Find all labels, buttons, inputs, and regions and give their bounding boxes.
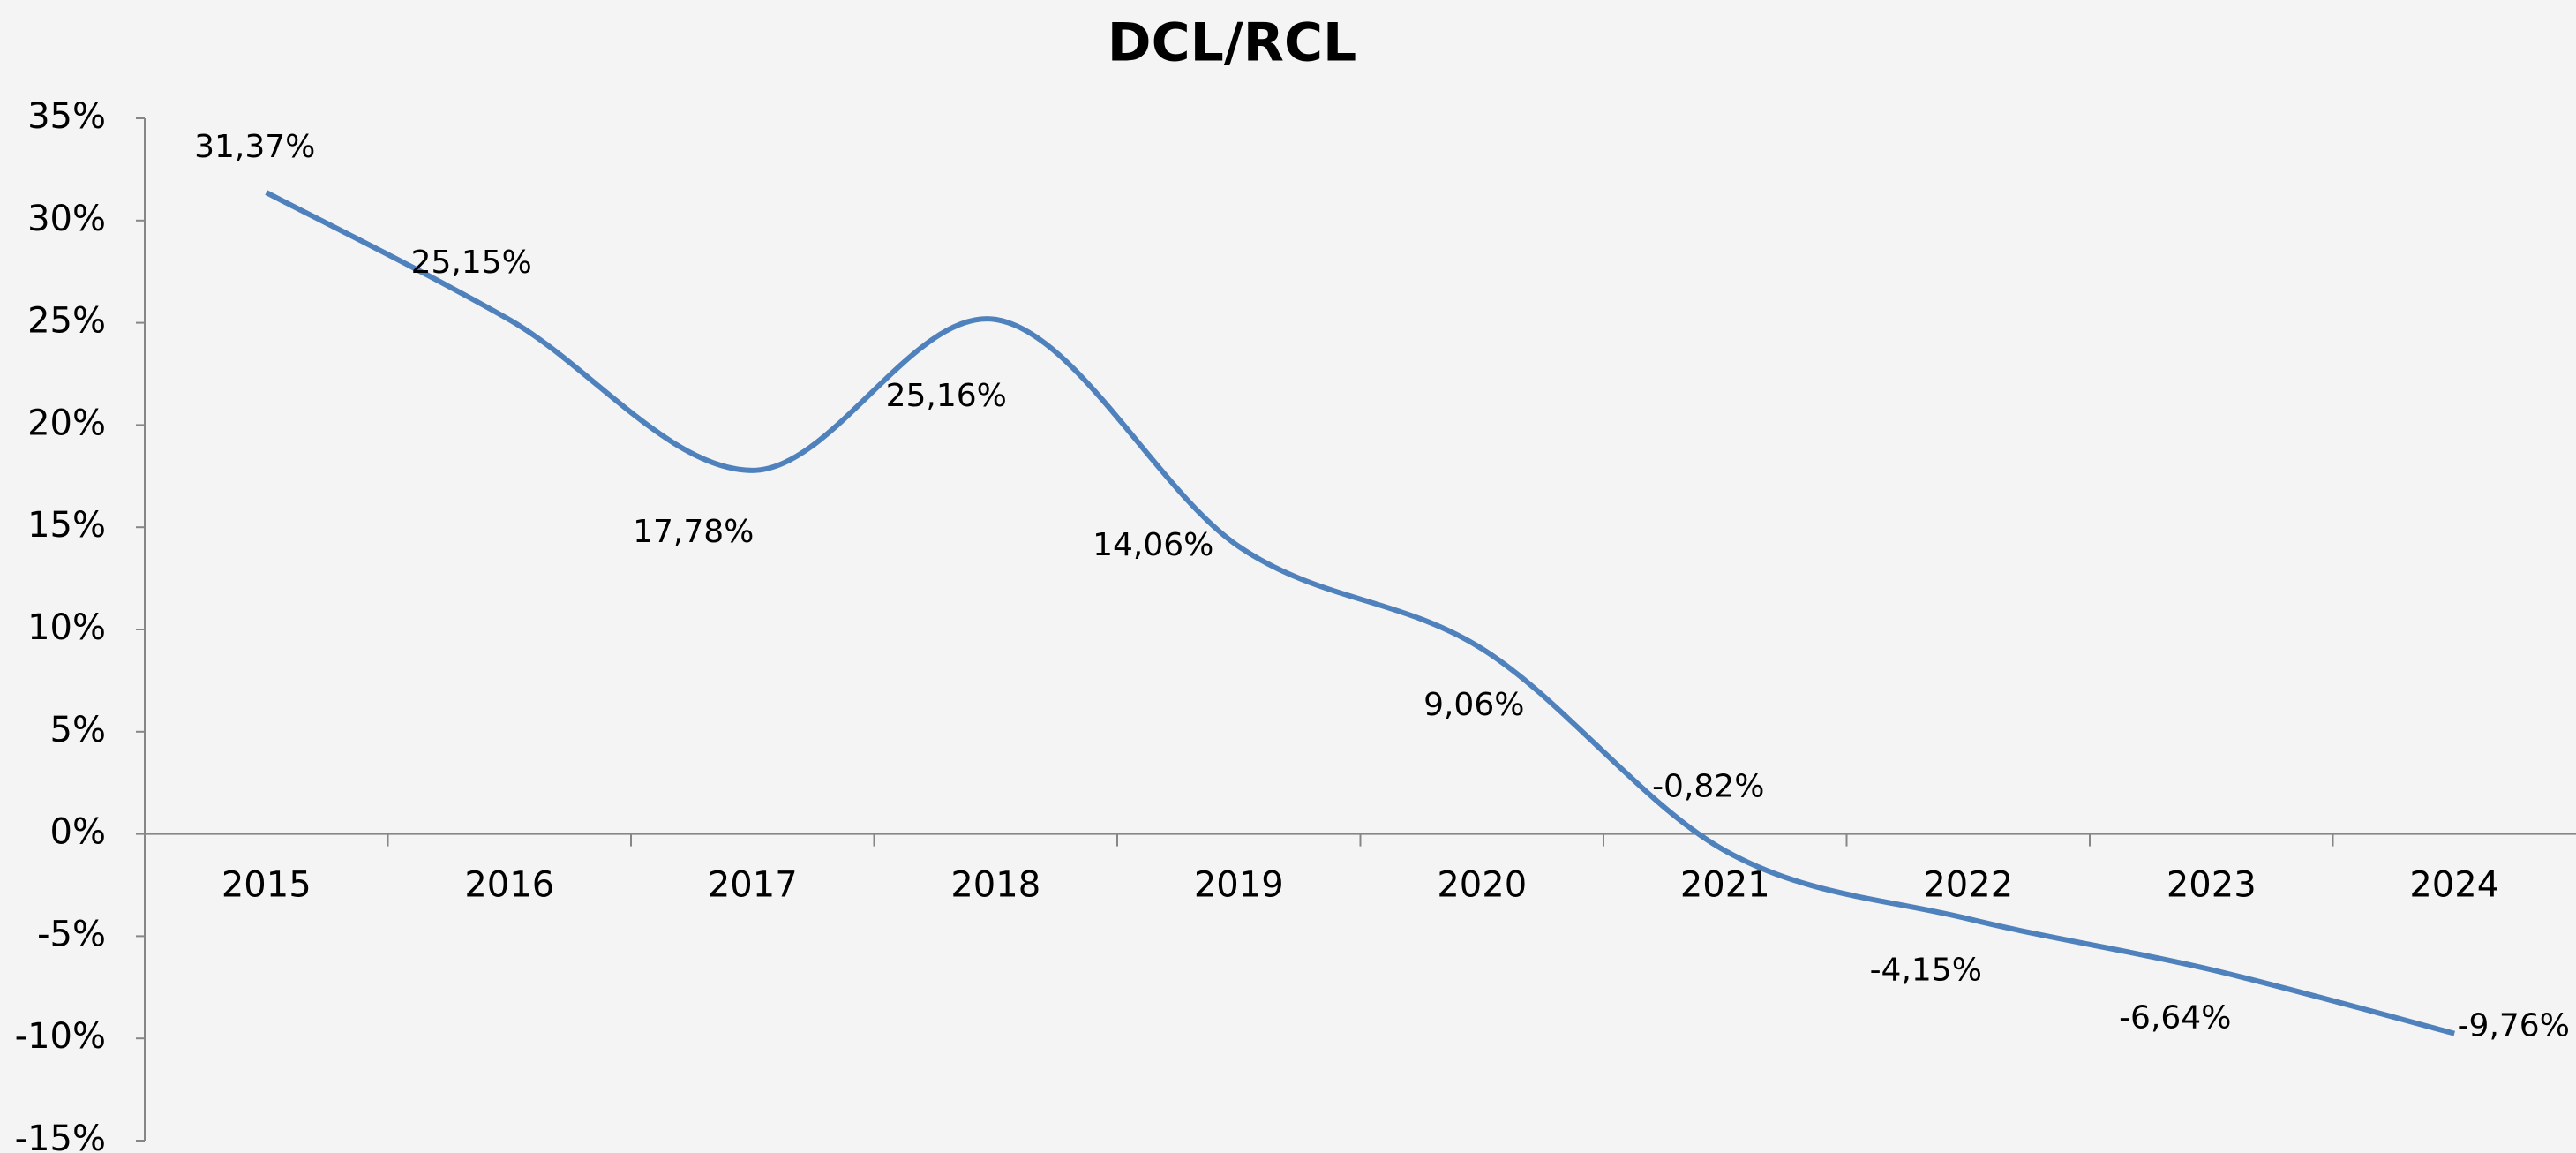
x-tick-label: 2021: [1680, 865, 1770, 906]
data-label: 31,37%: [194, 129, 315, 165]
x-tick-label: 2017: [708, 865, 798, 906]
y-tick-label: -15%: [15, 1119, 106, 1153]
y-tick-label: -10%: [15, 1016, 106, 1057]
y-tick-label: 10%: [27, 607, 106, 648]
y-tick-label: 15%: [27, 505, 106, 546]
y-tick-label: 35%: [27, 96, 106, 137]
x-tick-label: 2024: [2409, 865, 2499, 906]
x-tick-label: 2022: [1923, 865, 2013, 906]
x-tick-label: 2018: [950, 865, 1040, 906]
x-tick-label: 2016: [464, 865, 554, 906]
data-line: [265, 190, 2456, 1036]
y-tick-label: 5%: [50, 710, 106, 750]
data-label: 9,06%: [1423, 687, 1524, 723]
chart-title: DCL/RCL: [1108, 12, 1356, 74]
y-tick-label: 0%: [50, 812, 106, 853]
y-tick-label: 30%: [27, 199, 106, 239]
x-tick-label: 2020: [1437, 865, 1527, 906]
data-label: 25,15%: [411, 245, 532, 281]
x-tick-label: 2015: [222, 865, 312, 906]
x-tick-label: 2019: [1194, 865, 1284, 906]
data-label: -6,64%: [2119, 999, 2231, 1036]
data-label: -4,15%: [1870, 953, 1982, 989]
x-tick-label: 2023: [2167, 865, 2257, 906]
data-label: -9,76%: [2458, 1008, 2570, 1044]
data-label: 17,78%: [633, 514, 754, 550]
data-label: 14,06%: [1093, 527, 1213, 563]
y-tick-label: 25%: [27, 301, 106, 342]
y-tick-label: 20%: [27, 403, 106, 443]
data-label: -0,82%: [1652, 769, 1764, 805]
y-tick-label: -5%: [37, 914, 106, 954]
data-label: 25,16%: [886, 378, 1007, 414]
